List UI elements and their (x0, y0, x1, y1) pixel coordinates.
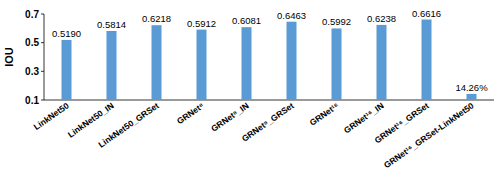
bar (467, 94, 477, 100)
y-tick-label: 0.5 (25, 37, 39, 48)
bar (152, 25, 162, 100)
bar (287, 22, 297, 100)
data-label: 0.5912 (187, 18, 216, 29)
y-tick-label: 0.3 (25, 66, 39, 77)
y-tick (41, 71, 44, 72)
bar (197, 30, 207, 100)
data-label: 0.6238 (367, 13, 396, 24)
y-tick-label: 0.7 (25, 9, 39, 20)
y-tick (41, 42, 44, 43)
data-label: 0.6218 (142, 13, 171, 24)
data-label: 0.5992 (322, 16, 351, 27)
x-tick-label: GRNet¹⁶ (308, 100, 341, 127)
x-tick-label: LinkNet50_GRSet (96, 100, 160, 149)
x-tick-label: GRNet⁸_GRSet (240, 100, 296, 143)
y-tick (41, 100, 44, 101)
x-tick-label: GRNet⁸_IN (209, 100, 251, 133)
bar (62, 40, 72, 100)
data-label: 0.5190 (52, 28, 81, 39)
data-label: 0.5814 (97, 19, 126, 30)
chart: IOU 0.1 0.3 0.5 0.7 0.5190 0.5814 0.6218 0.5912 0… (0, 0, 500, 181)
x-tick-label: GRNet¹⁶_GRSet-LinkNet50 (382, 100, 476, 170)
y-axis-label: IOU (3, 47, 15, 67)
bar (107, 31, 117, 100)
bars (62, 20, 477, 100)
y-axis (44, 14, 45, 100)
data-label: 0.6463 (277, 10, 306, 21)
bar (422, 20, 432, 100)
bar (377, 25, 387, 100)
data-label: 14.26% (455, 82, 488, 93)
y-tick (41, 14, 44, 15)
data-label: 0.6081 (232, 15, 261, 26)
x-tick-label: GRNet⁸ (175, 100, 206, 126)
bar (242, 27, 252, 100)
x-tick-label: LinkNet50 (32, 100, 71, 132)
y-tick-label: 0.1 (25, 95, 39, 106)
data-label: 0.6616 (412, 8, 441, 19)
bar (332, 28, 342, 100)
x-tick-label: GRNet¹⁶_IN (342, 100, 386, 135)
